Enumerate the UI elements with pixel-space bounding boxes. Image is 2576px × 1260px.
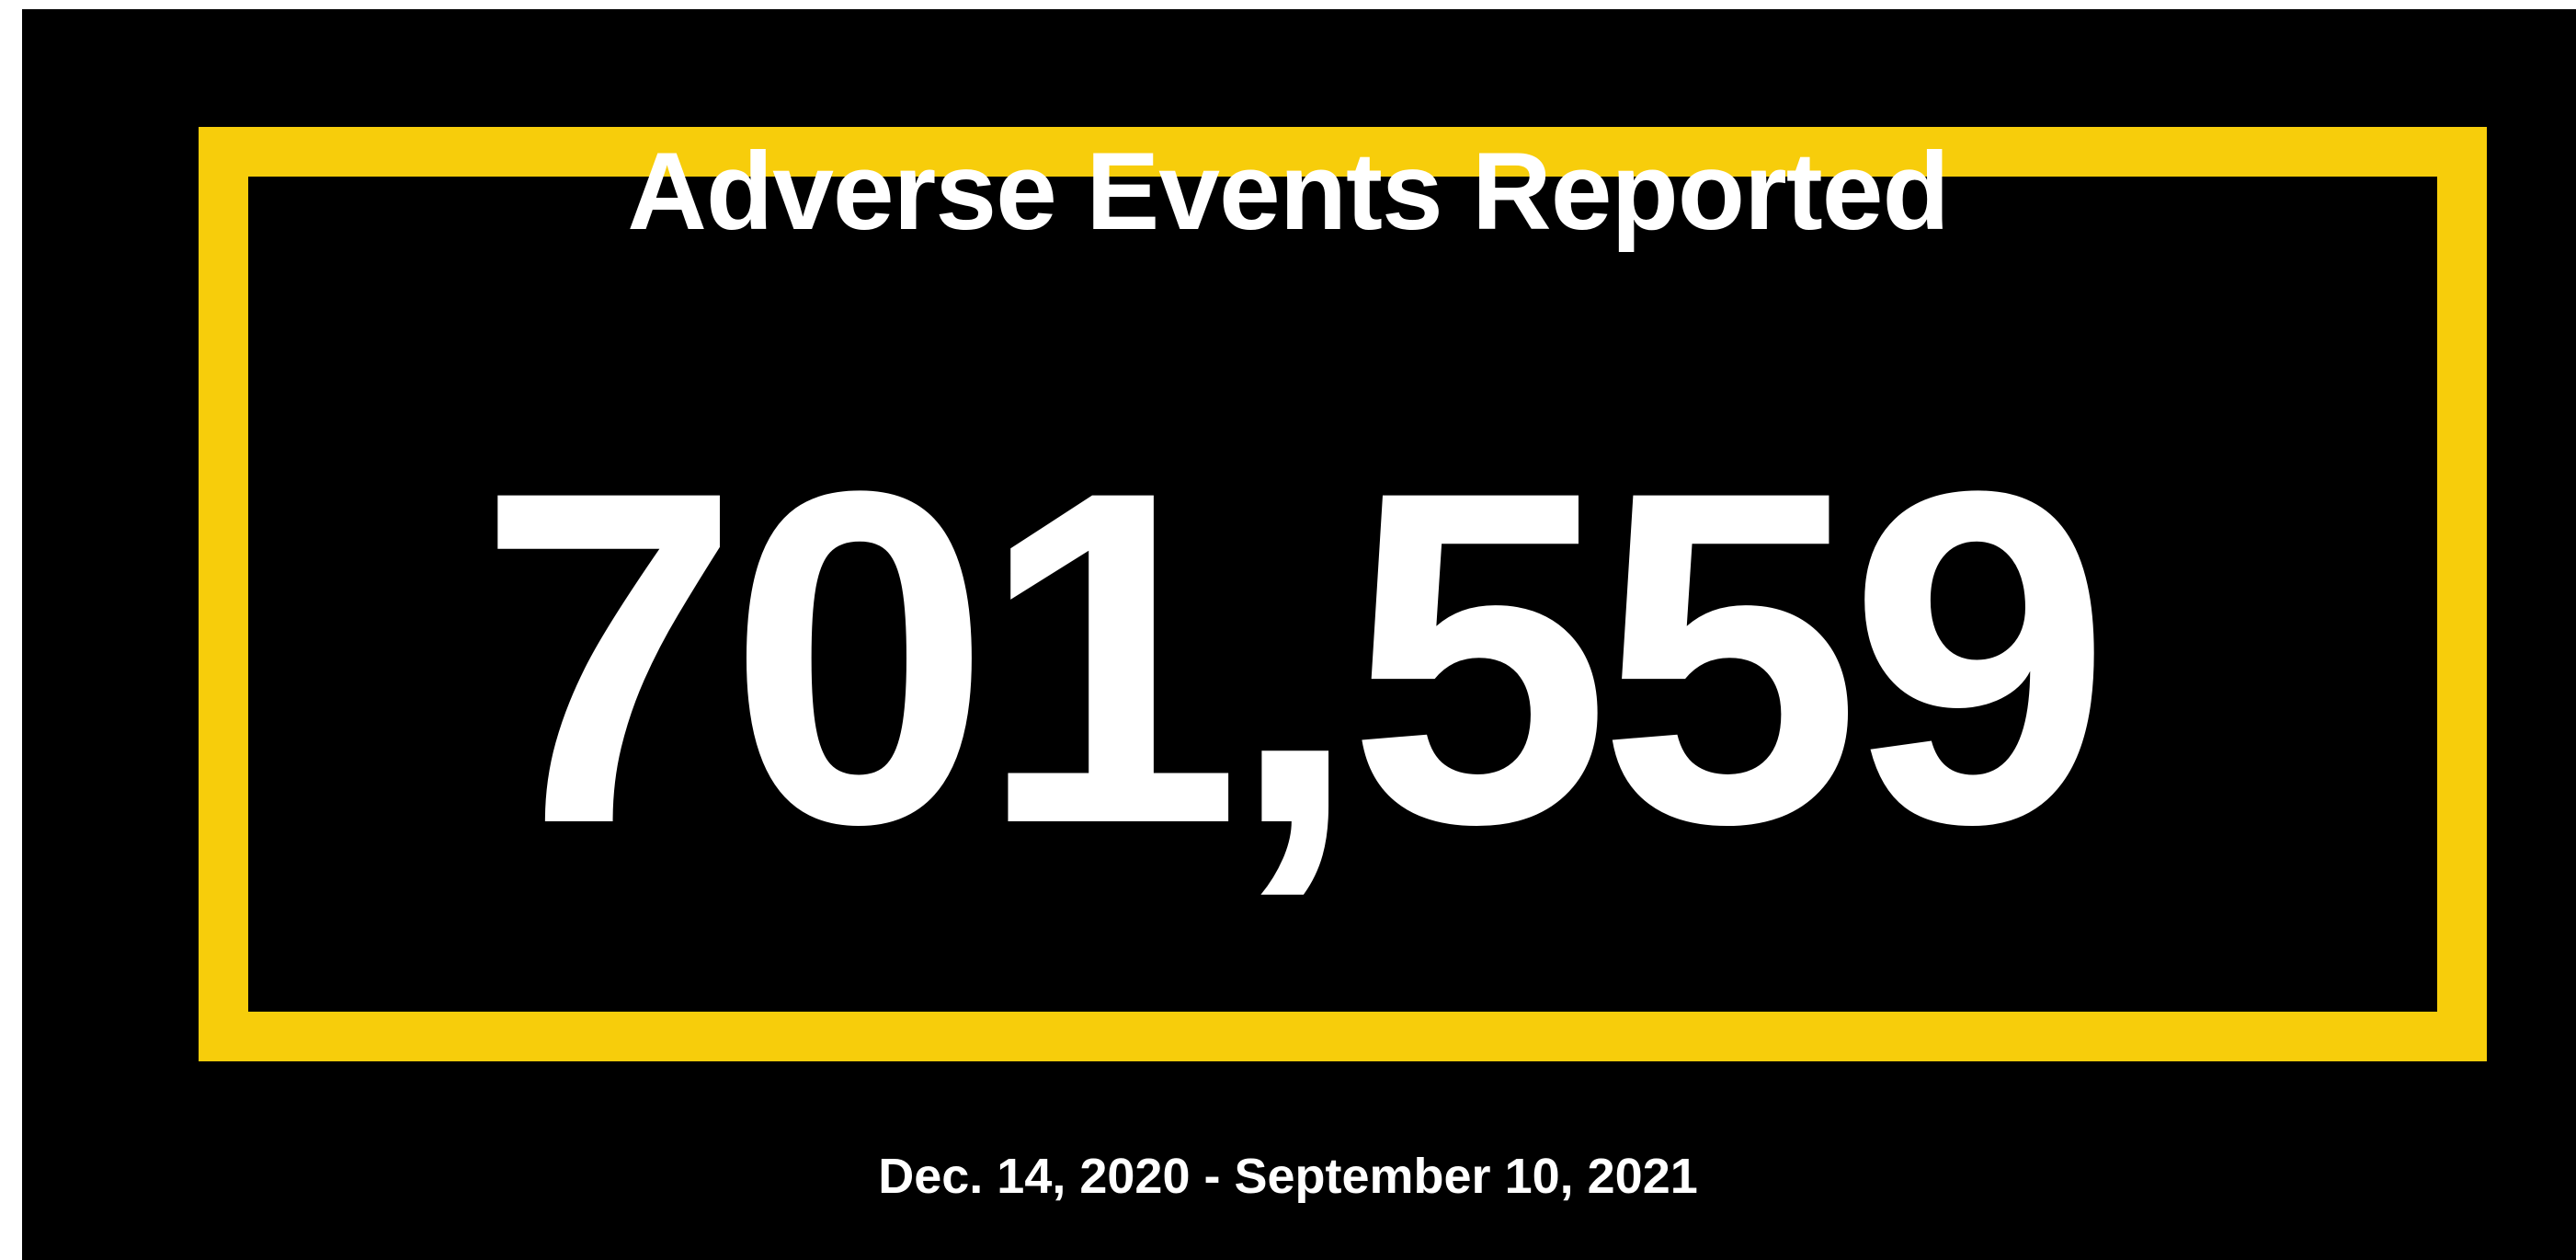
graphic-canvas	[22, 9, 2576, 1260]
event-count: 701,559	[477, 394, 2112, 922]
date-range: Dec. 14, 2020 - September 10, 2021	[878, 1149, 1698, 1204]
highlight-frame	[199, 127, 2487, 1061]
headline: Adverse Events Reported	[627, 130, 1950, 253]
